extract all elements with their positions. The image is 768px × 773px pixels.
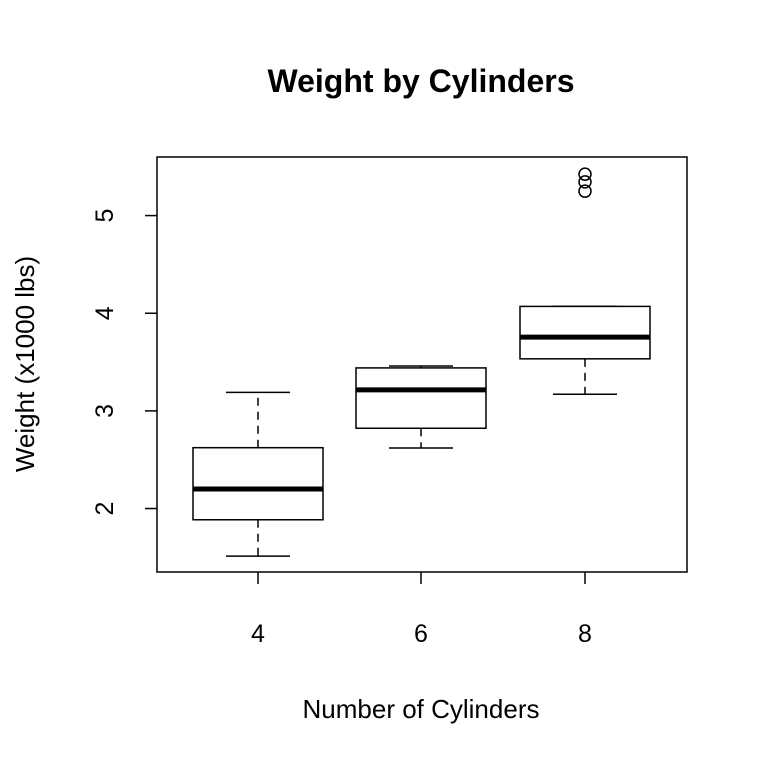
x-tick-label: 4 bbox=[251, 620, 265, 648]
outlier-point bbox=[578, 184, 592, 198]
y-tick-label: 3 bbox=[91, 404, 119, 418]
y-axis-label: Weight (x1000 lbs) bbox=[10, 256, 40, 472]
x-tick-label: 6 bbox=[414, 620, 428, 648]
box-iqr bbox=[355, 367, 487, 430]
x-axis-label: Number of Cylinders bbox=[303, 694, 540, 724]
chart-title: Weight by Cylinders bbox=[267, 63, 574, 99]
marks-layer: 2 3 4 5 4 6 8 bbox=[91, 167, 651, 648]
plot-area-frame bbox=[156, 156, 688, 573]
y-tick-label: 5 bbox=[91, 209, 119, 223]
x-tick-label: 8 bbox=[578, 620, 592, 648]
outlier-point bbox=[578, 167, 592, 181]
y-tick-label: 2 bbox=[91, 502, 119, 516]
y-tick-label: 4 bbox=[91, 306, 119, 320]
box-iqr bbox=[519, 305, 651, 360]
box-iqr bbox=[192, 446, 324, 521]
outlier-point bbox=[578, 175, 592, 189]
